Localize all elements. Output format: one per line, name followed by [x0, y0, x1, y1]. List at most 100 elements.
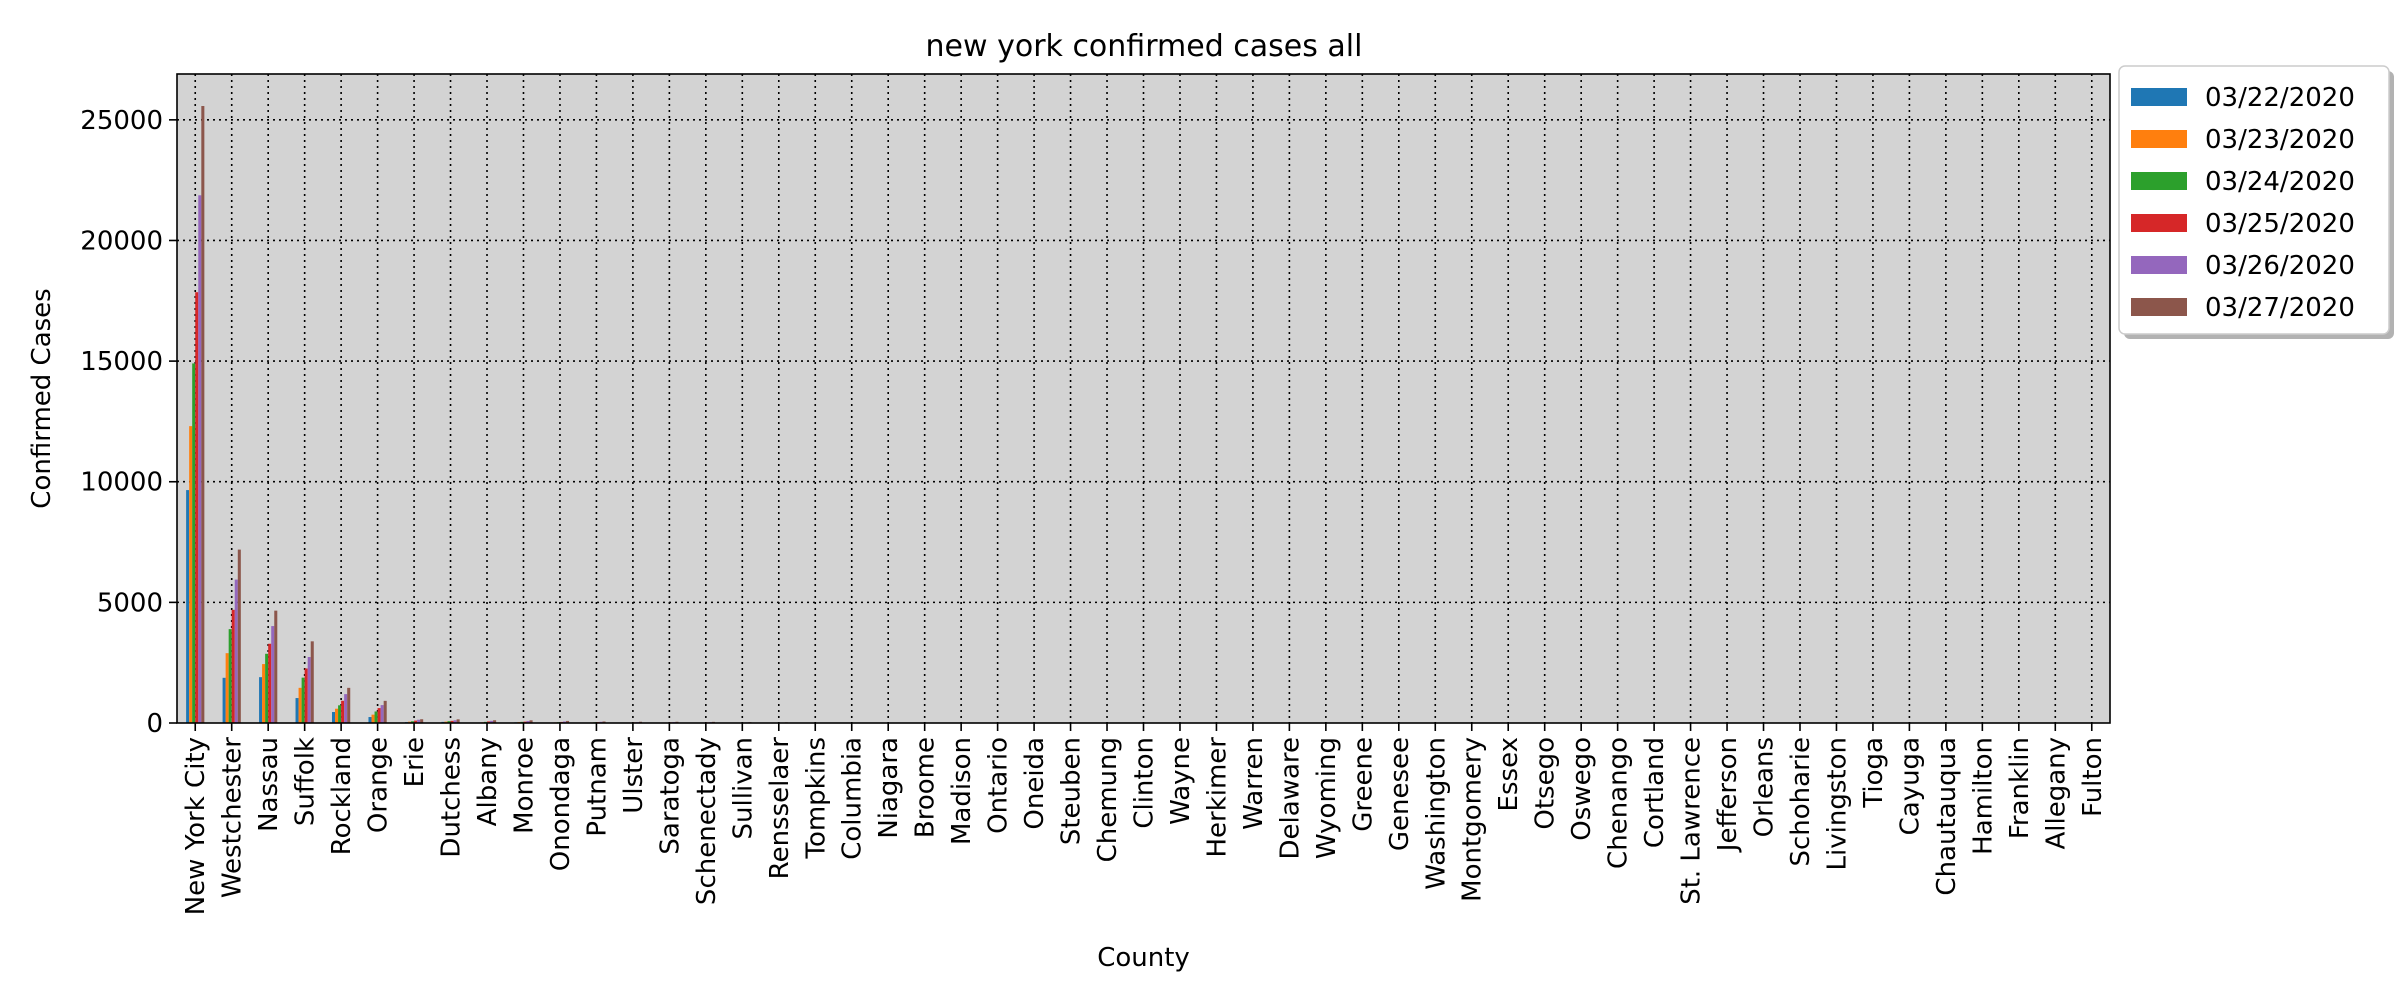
- bar: [529, 720, 533, 723]
- legend-label: 03/26/2020: [2205, 251, 2355, 281]
- x-tick-label: Orleans: [1750, 737, 1780, 837]
- x-tick-label: Chautauqua: [1932, 737, 1962, 896]
- bar: [225, 653, 229, 723]
- bar: [228, 629, 232, 723]
- x-tick-label: Erie: [400, 737, 430, 787]
- legend-swatch: [2131, 256, 2187, 274]
- x-tick-label: Genesee: [1385, 737, 1415, 851]
- bar: [332, 712, 336, 723]
- bar: [274, 610, 278, 723]
- legend-label: 03/22/2020: [2205, 83, 2355, 113]
- x-tick-label: Clinton: [1130, 737, 1160, 829]
- x-tick-label: Niagara: [874, 737, 904, 839]
- y-tick-label: 20000: [80, 226, 163, 256]
- x-tick-label: Columbia: [838, 737, 868, 860]
- x-tick-label: Ulster: [619, 737, 649, 814]
- x-tick-label: Essex: [1494, 737, 1524, 811]
- bar: [417, 719, 421, 723]
- bar: [456, 719, 460, 723]
- x-tick-label: Cayuga: [1895, 737, 1925, 835]
- legend-label: 03/27/2020: [2205, 293, 2355, 323]
- bar: [450, 720, 454, 723]
- bar: [268, 643, 272, 723]
- bar: [234, 579, 238, 723]
- x-tick-label: Tioga: [1859, 737, 1889, 809]
- bar: [201, 106, 205, 723]
- y-tick-label: 5000: [97, 588, 163, 618]
- x-tick-label: Monroe: [509, 737, 539, 834]
- bar: [192, 363, 196, 723]
- x-tick-label: Fulton: [2078, 737, 2108, 817]
- bar: [271, 626, 275, 723]
- x-tick-label: Dutchess: [437, 737, 467, 858]
- x-tick-label: Hamilton: [1968, 737, 1998, 855]
- x-tick-label: Nassau: [254, 737, 284, 832]
- bar: [490, 720, 494, 723]
- x-tick-label: Wyoming: [1312, 737, 1342, 859]
- x-axis: New York City Westchester Nassau Suffolk Roc…: [181, 723, 2108, 915]
- x-tick-label: Westchester: [218, 737, 248, 898]
- x-tick-label: Rensselaer: [765, 737, 795, 880]
- bar: [338, 705, 342, 723]
- x-tick-label: Montgomery: [1458, 737, 1488, 902]
- y-axis: 0 5000 10000 15000 20000 25000: [80, 106, 177, 739]
- x-tick-label: Sullivan: [728, 737, 758, 839]
- x-tick-label: Franklin: [2005, 737, 2035, 839]
- x-tick-label: Schenectady: [692, 737, 722, 905]
- grid-lines: [177, 74, 2110, 723]
- bar: [453, 720, 457, 723]
- x-tick-label: Tompkins: [801, 737, 831, 860]
- x-tick-label: St. Lawrence: [1677, 737, 1707, 905]
- x-tick-label: Greene: [1348, 737, 1378, 832]
- bar: [344, 694, 348, 723]
- bar: [222, 677, 226, 723]
- bar: [195, 292, 199, 723]
- bar: [231, 609, 235, 723]
- x-tick-label: Herkimer: [1202, 737, 1232, 858]
- bar: [237, 549, 241, 723]
- x-tick-label: Chenango: [1604, 737, 1634, 869]
- bar: [298, 687, 302, 723]
- bar: [371, 714, 375, 723]
- bar: [566, 720, 570, 723]
- x-tick-label: Schoharie: [1786, 737, 1816, 867]
- legend-swatch: [2131, 214, 2187, 232]
- bar: [493, 720, 497, 723]
- x-tick-label: Orange: [364, 737, 394, 833]
- y-tick-label: 10000: [80, 468, 163, 498]
- legend-label: 03/24/2020: [2205, 167, 2355, 197]
- bar: [310, 641, 314, 723]
- legend-label: 03/23/2020: [2205, 125, 2355, 155]
- bar: [307, 657, 311, 723]
- chart-title: new york confirmed cases all: [926, 29, 1363, 64]
- bar: [414, 720, 418, 723]
- x-tick-label: Steuben: [1057, 737, 1087, 845]
- legend-label: 03/25/2020: [2205, 209, 2355, 239]
- bar: [304, 668, 308, 723]
- x-tick-label: Oswego: [1567, 737, 1597, 841]
- legend-swatch: [2131, 130, 2187, 148]
- x-tick-label: Ontario: [984, 737, 1014, 834]
- bar: [295, 698, 299, 723]
- bar: [262, 664, 266, 723]
- bar: [380, 705, 384, 723]
- bar: [259, 677, 263, 723]
- x-tick-label: Albany: [473, 737, 503, 826]
- x-tick-label: Broome: [911, 737, 941, 838]
- bar: [186, 490, 190, 723]
- bar: [301, 677, 305, 723]
- bar: [265, 653, 269, 723]
- bar: [420, 719, 424, 723]
- x-tick-label: Suffolk: [291, 737, 321, 826]
- x-tick-label: Putnam: [582, 737, 612, 837]
- legend-swatch: [2131, 88, 2187, 106]
- legend: 03/22/2020 03/23/2020 03/24/2020 03/25/2020…: [2118, 65, 2394, 339]
- x-tick-label: Chemung: [1093, 737, 1123, 862]
- bar: [377, 708, 381, 723]
- x-tick-label: Saratoga: [655, 737, 685, 855]
- bar: [368, 717, 372, 723]
- bar: [347, 687, 351, 723]
- bar: [447, 721, 451, 723]
- x-tick-label: New York City: [181, 737, 211, 915]
